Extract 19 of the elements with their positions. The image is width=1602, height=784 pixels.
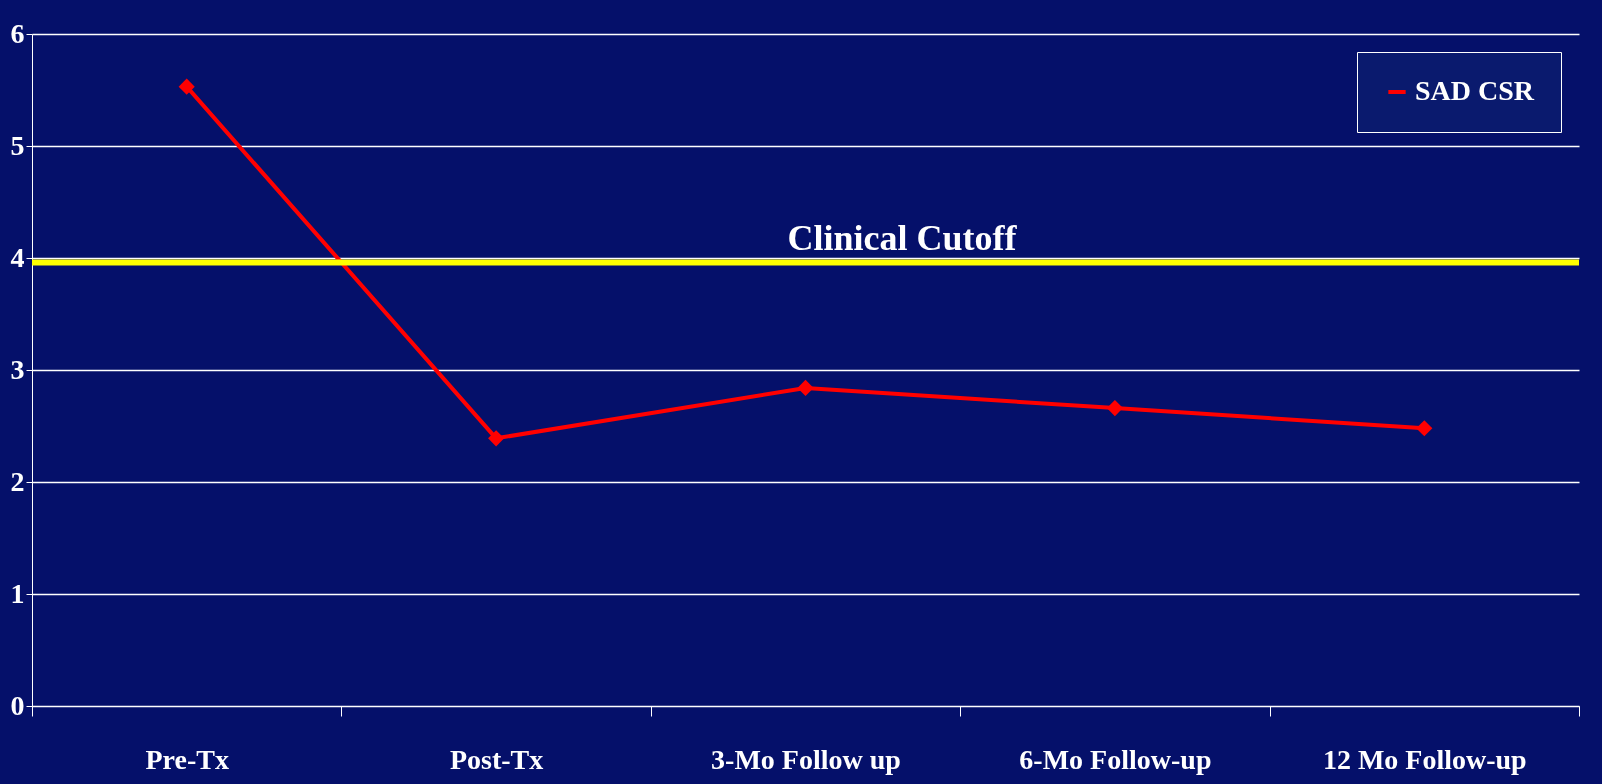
x-tick-label: Pre-Tx — [145, 743, 229, 775]
point — [178, 78, 195, 95]
point — [488, 430, 505, 447]
legend-label: SAD CSR — [1415, 75, 1535, 106]
x-tick-label: 12 Mo Follow-up — [1322, 743, 1527, 775]
y-tick-label: 1 — [10, 577, 25, 609]
y-tick-label: 3 — [10, 353, 25, 385]
y-tick-label: 5 — [10, 129, 25, 161]
x-tick-label: 3-Mo Follow up — [711, 743, 901, 775]
ref-line-label: Clinical Cutoff — [787, 218, 1018, 259]
point — [1106, 400, 1123, 417]
point — [797, 379, 814, 396]
x-tick-label: 6-Mo Follow-up — [1019, 743, 1212, 775]
point — [1416, 420, 1433, 437]
y-tick-label: 0 — [10, 689, 25, 721]
y-tick-label: 4 — [10, 241, 25, 273]
y-tick-label: 2 — [10, 465, 25, 497]
y-tick-label: 6 — [10, 17, 25, 49]
x-tick-label: Post-Tx — [449, 743, 544, 775]
